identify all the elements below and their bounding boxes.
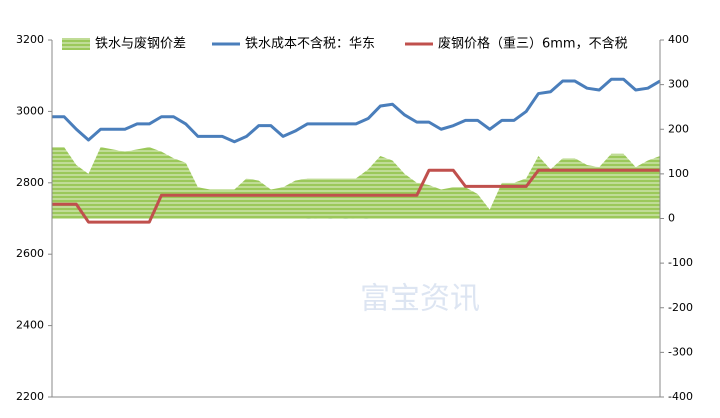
area: [52, 147, 660, 219]
y2-tick-label: 300: [668, 78, 689, 91]
legend-label: 铁水成本不含税：华东: [245, 36, 375, 52]
y2-tick-label: 200: [668, 122, 689, 135]
legend-label: 铁水与废钢价差: [95, 36, 186, 52]
watermark: 富宝资讯: [360, 282, 480, 317]
y-tick-label: 3000: [16, 104, 44, 117]
y-tick-label: 2200: [16, 390, 44, 403]
y2-tick-label: -400: [668, 390, 693, 403]
y2-tick-label: -300: [668, 345, 693, 358]
y2-tick-label: -100: [668, 256, 693, 269]
legend-swatch: [62, 38, 90, 50]
legend-label: 废钢价格（重三）6mm，不含税: [438, 36, 628, 52]
y2-tick-label: 400: [668, 33, 689, 46]
line: [52, 168, 660, 224]
y2-tick-label: 100: [668, 167, 689, 180]
line: [52, 77, 661, 144]
y-tick-label: 2600: [16, 247, 44, 260]
y-tick-label: 2400: [16, 319, 44, 332]
y2-tick-label: 0: [668, 212, 675, 225]
y-tick-label: 3200: [16, 33, 44, 46]
y2-tick-label: -200: [668, 301, 693, 314]
y-tick-label: 2800: [16, 176, 44, 189]
